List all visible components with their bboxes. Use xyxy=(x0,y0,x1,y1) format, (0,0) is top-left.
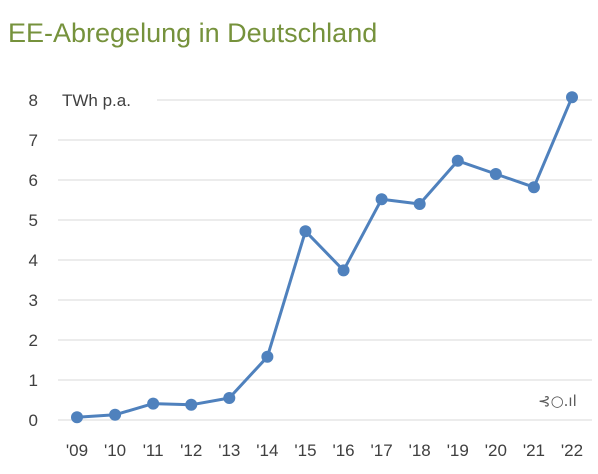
y-tick-label: 7 xyxy=(29,131,38,150)
data-point xyxy=(71,411,83,424)
y-tick-label: 6 xyxy=(29,171,38,190)
x-tick-label: '11 xyxy=(143,441,164,460)
data-point xyxy=(451,154,464,167)
source-logo: ⊰○.ıl xyxy=(538,392,577,410)
data-point xyxy=(299,225,312,238)
y-tick-label: 8 xyxy=(29,91,38,110)
y-tick-label: 3 xyxy=(29,291,38,310)
data-point xyxy=(527,181,540,194)
x-tick-label: '12 xyxy=(180,441,202,460)
x-tick-label: '09 xyxy=(66,441,88,460)
y-tick-label: 1 xyxy=(29,371,38,390)
data-point xyxy=(261,350,274,363)
x-tick-label: '22 xyxy=(561,441,583,460)
y-tick-label: 2 xyxy=(29,331,38,350)
series-line xyxy=(76,96,574,419)
x-tick-label: '16 xyxy=(332,441,354,460)
x-tick-label: '15 xyxy=(294,441,316,460)
data-point xyxy=(147,397,160,410)
x-tick-label: '21 xyxy=(523,441,545,460)
gridlines xyxy=(58,99,592,421)
x-tick-label: '20 xyxy=(485,441,507,460)
data-point xyxy=(413,198,426,210)
x-tick-label: '13 xyxy=(218,441,240,460)
data-point xyxy=(566,91,578,104)
x-tick-label: '18 xyxy=(409,441,431,460)
y-tick-label: 4 xyxy=(29,251,38,270)
data-point xyxy=(489,168,502,180)
x-tick-label: '10 xyxy=(104,441,126,460)
data-point xyxy=(337,264,350,277)
unit-label: TWh p.a. xyxy=(62,91,131,110)
data-point xyxy=(185,398,198,411)
y-axis-ticks: 0 1 2 3 4 5 6 7 8 xyxy=(29,91,38,430)
data-point xyxy=(223,392,236,404)
data-point xyxy=(375,193,388,206)
y-tick-label: 0 xyxy=(29,411,38,430)
data-point xyxy=(109,408,122,421)
x-tick-label: '19 xyxy=(447,441,469,460)
series-layer xyxy=(71,91,578,424)
x-axis-ticks: '09 '10 '11 '12 '13 '14 '15 '16 '17 '18 '19 '20 '21 '… xyxy=(66,441,583,460)
y-tick-label: 5 xyxy=(29,211,38,230)
chart-title: EE-Abregelung in Deutschland xyxy=(8,18,378,48)
x-tick-label: '17 xyxy=(371,441,393,460)
x-tick-label: '14 xyxy=(256,441,278,460)
